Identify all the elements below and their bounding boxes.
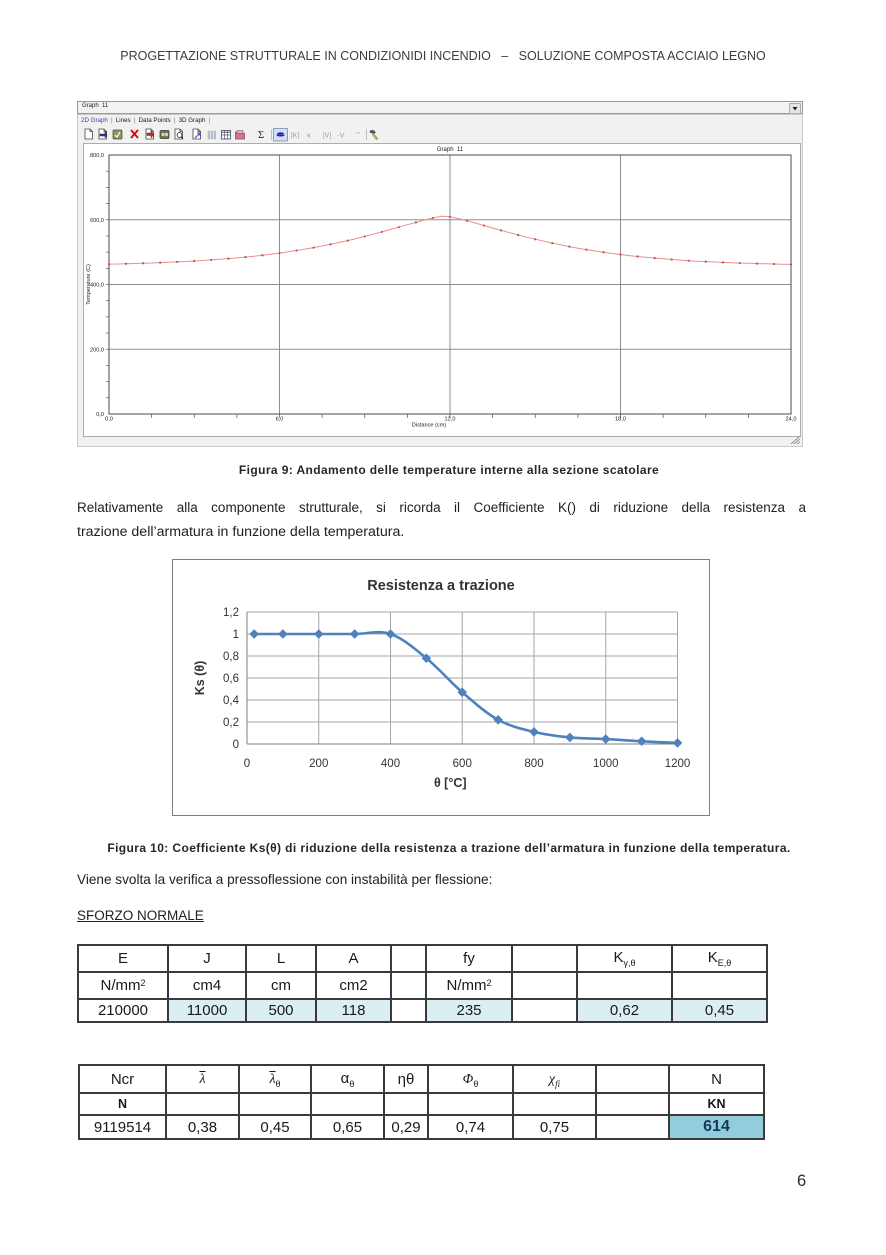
svg-text:400: 400 [381,758,400,770]
svg-text:24,0: 24,0 [786,417,797,423]
svg-text:0,8: 0,8 [223,651,239,663]
svg-text:⁗: ⁗ [356,132,361,140]
svg-text:600: 600 [453,758,472,770]
svg-text:200,0: 200,0 [90,347,104,353]
svg-text:-V: -V [338,133,345,140]
svg-text:12,0: 12,0 [445,417,456,423]
svg-text:18,0: 18,0 [615,417,626,423]
svg-text:Distance (cm): Distance (cm) [412,423,447,429]
svg-text:200: 200 [309,758,328,770]
svg-text:Temperature (C): Temperature (C) [86,264,92,305]
svg-text:ĸ: ĸ [307,133,311,140]
svg-text:1000: 1000 [593,758,619,770]
svg-text:0: 0 [233,739,239,751]
svg-text:0,6: 0,6 [223,673,239,685]
svg-text:600,0: 600,0 [90,218,104,224]
svg-text:0,0: 0,0 [96,412,104,418]
svg-text:1,2: 1,2 [223,607,239,619]
svg-text:Σ: Σ [258,130,264,141]
svg-text:|V|: |V| [323,133,331,140]
svg-text:θ [°C]: θ [°C] [434,776,467,790]
svg-text:6,0: 6,0 [276,417,284,423]
svg-text:800,0: 800,0 [90,153,104,159]
svg-text:400,0: 400,0 [90,283,104,289]
svg-text:|K|: |K| [291,133,299,140]
svg-text:0,2: 0,2 [223,717,239,729]
svg-text:Ks (θ): Ks (θ) [193,661,207,696]
svg-text:0: 0 [244,758,250,770]
svg-text:0,0: 0,0 [105,417,113,423]
svg-text:1200: 1200 [665,758,691,770]
svg-text:Resistenza a trazione: Resistenza a trazione [367,578,514,594]
svg-text:800: 800 [524,758,543,770]
svg-text:1: 1 [233,629,239,641]
svg-text:0,4: 0,4 [223,695,240,707]
svg-text:Graph 11: Graph 11 [437,147,464,153]
